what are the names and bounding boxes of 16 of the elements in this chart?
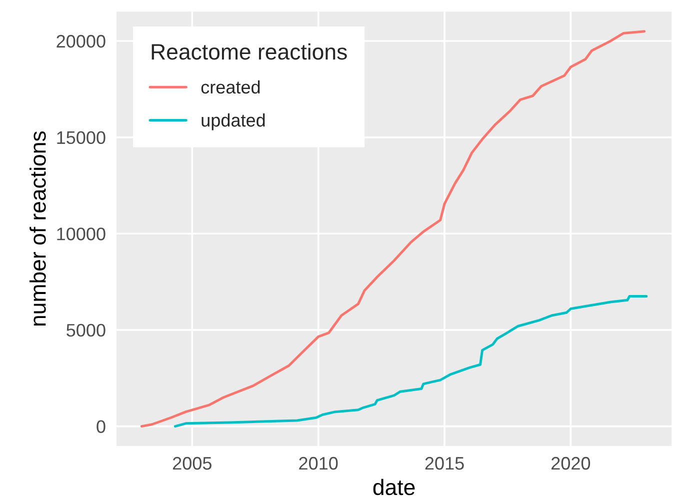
y-tick-label: 15000 — [57, 131, 106, 144]
x-tick-label: 2015 — [425, 456, 464, 470]
x-tick-label: 2005 — [172, 456, 212, 470]
line-series — [140, 30, 646, 428]
y-tick-label: 10000 — [57, 228, 106, 240]
y-tick-label: 20000 — [56, 34, 106, 48]
x-tick-label: 2020 — [552, 456, 590, 470]
legend-label: updated — [202, 113, 265, 130]
y-tick-label: 5000 — [66, 324, 106, 337]
legend-title: Reactome reactions — [152, 43, 347, 60]
x-tick-label: 2010 — [299, 456, 338, 470]
line-series — [174, 294, 648, 428]
legend-label: created — [201, 80, 260, 94]
y-tick-label: 0 — [96, 420, 106, 434]
y-axis-title: number of reactions — [30, 131, 46, 326]
x-axis-title: date — [373, 478, 415, 496]
